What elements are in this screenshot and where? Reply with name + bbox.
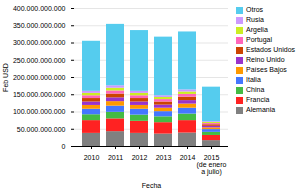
html-text:Rusia: Rusia	[246, 16, 264, 23]
svg-text:50.000.000.000: 50.000.000.000	[17, 125, 66, 132]
html-text:Reino Unido: Reino Unido	[246, 56, 285, 63]
html-text:Portugal: Portugal	[246, 36, 273, 43]
svg-text:2014: 2014	[180, 154, 196, 161]
html-text:China: China	[246, 86, 265, 93]
svg-text:2010: 2010	[84, 154, 100, 161]
html-text:Otros: Otros	[246, 6, 264, 13]
svg-text:250.000.000.000: 250.000.000.000	[13, 56, 66, 63]
svg-text:2011: 2011	[108, 154, 123, 161]
svg-text:2015(de eneroa julio): 2015(de eneroa julio)	[197, 154, 227, 176]
svg-text:200.000.000.000: 200.000.000.000	[13, 74, 66, 81]
html-text:Francia: Francia	[246, 96, 270, 103]
svg-text:150.000.000.000: 150.000.000.000	[13, 91, 66, 98]
svg-text:2013: 2013	[156, 154, 172, 161]
svg-text:300.000.000.000: 300.000.000.000	[13, 39, 66, 46]
svg-text:0: 0	[62, 143, 66, 150]
svg-text:2012: 2012	[132, 154, 148, 161]
svg-text:350.000.000.000: 350.000.000.000	[13, 22, 66, 29]
svg-text:400.000.000.000: 400.000.000.000	[13, 5, 66, 12]
svg-text:Feb USD: Feb USD	[2, 63, 9, 92]
html-text:Alemania: Alemania	[246, 106, 276, 113]
html-text:Italia: Italia	[246, 76, 261, 83]
html-text:Países Bajos: Países Bajos	[246, 66, 287, 73]
svg-text:Fecha: Fecha	[142, 182, 162, 189]
svg-text:100.000.000.000: 100.000.000.000	[13, 108, 66, 115]
html-text:Argelia: Argelia	[246, 26, 268, 33]
html-text:Estados Unidos: Estados Unidos	[246, 46, 295, 53]
